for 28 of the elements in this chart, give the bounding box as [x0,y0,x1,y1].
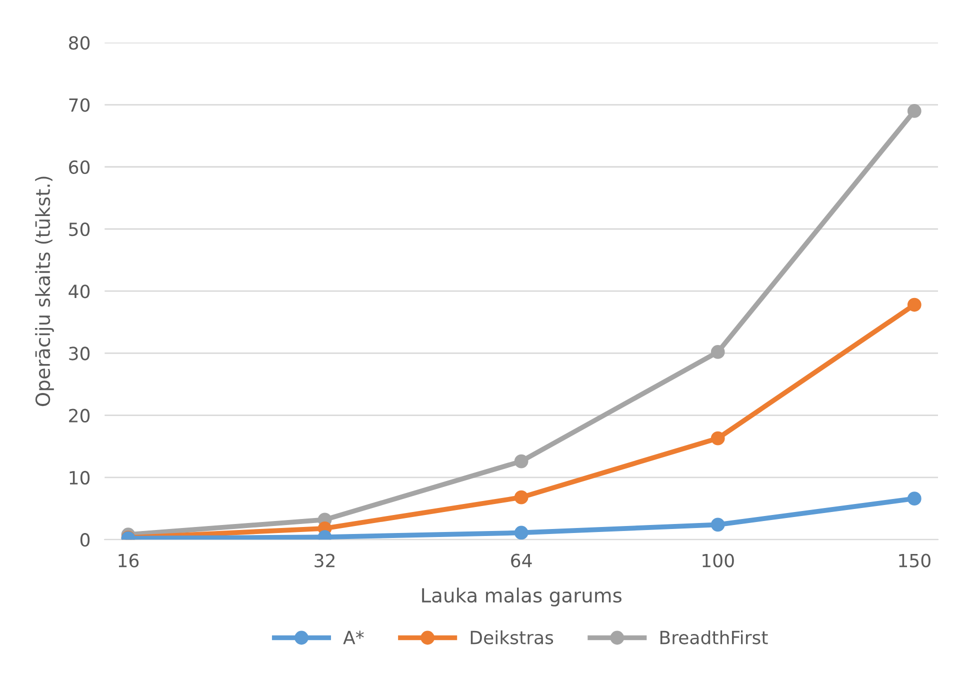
legend-label: A* [343,630,364,644]
legend-label: BreadthFirst [660,630,768,644]
x-axis-title: Lauka malas garums [422,588,622,606]
point [907,298,922,312]
legend-label: Deikstras [470,630,554,644]
y-tick-label: 40 [68,284,90,298]
y-tick-label: 30 [69,346,90,360]
y-tick-label: 0 [80,533,90,547]
y-tick-label: 50 [69,222,90,236]
y-tick-label: 60 [69,160,90,174]
point [907,492,922,506]
point [710,431,725,446]
y-axis-title: Operāciju skaits (tūkst.) [35,176,54,406]
point [514,454,528,468]
point [907,104,922,118]
y-tick-label: 70 [69,98,90,112]
y-tick-label: 20 [69,408,90,422]
x-tick-label: 32 [314,554,334,568]
y-tick-label: 10 [70,470,90,485]
point [514,490,528,504]
y-tick-label: 80 [69,36,90,50]
point [710,518,725,532]
x-tick-label: 16 [118,554,139,568]
point [710,345,725,359]
x-tick-label: 64 [511,554,532,568]
x-tick-label: 100 [702,554,734,568]
x-tick-label: 150 [899,554,930,568]
point [514,526,528,540]
